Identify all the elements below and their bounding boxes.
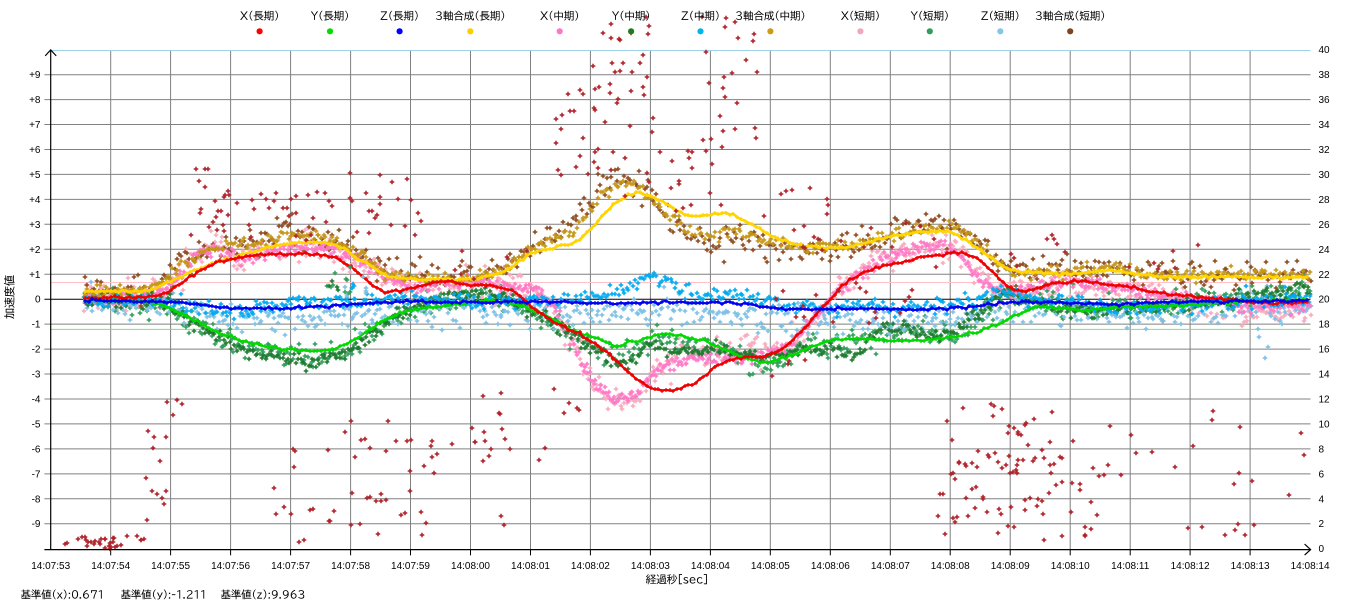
svg-text:14:08:05: 14:08:05 (751, 561, 790, 572)
svg-text:8: 8 (1319, 444, 1325, 455)
svg-text:24: 24 (1319, 245, 1331, 256)
svg-text:14:08:06: 14:08:06 (811, 561, 850, 572)
svg-text:12: 12 (1319, 395, 1331, 406)
svg-text:14:08:02: 14:08:02 (571, 561, 610, 572)
svg-text:+9: +9 (29, 70, 41, 81)
svg-text:20: 20 (1319, 295, 1331, 306)
svg-text:+8: +8 (29, 95, 41, 106)
svg-text:14:07:55: 14:07:55 (151, 561, 190, 572)
svg-text:+7: +7 (29, 120, 41, 131)
svg-text:14:08:11: 14:08:11 (1111, 561, 1150, 572)
svg-text:14:08:01: 14:08:01 (511, 561, 550, 572)
svg-text:0: 0 (1319, 544, 1325, 555)
svg-text:14:08:09: 14:08:09 (991, 561, 1030, 572)
svg-text:+4: +4 (29, 195, 41, 206)
svg-text:16: 16 (1319, 345, 1331, 356)
svg-text:36: 36 (1319, 95, 1331, 106)
svg-text:+5: +5 (29, 170, 41, 181)
svg-text:10: 10 (1319, 419, 1331, 430)
svg-text:14:07:53: 14:07:53 (31, 561, 70, 572)
svg-text:+1: +1 (29, 270, 41, 281)
svg-text:+6: +6 (29, 145, 41, 156)
svg-text:34: 34 (1319, 120, 1331, 131)
svg-text:18: 18 (1319, 320, 1331, 331)
svg-text:-6: -6 (32, 444, 41, 455)
svg-text:14:08:12: 14:08:12 (1171, 561, 1210, 572)
svg-text:-7: -7 (32, 469, 41, 480)
svg-text:-5: -5 (32, 419, 41, 430)
svg-text:6: 6 (1319, 469, 1325, 480)
svg-text:14:08:07: 14:08:07 (871, 561, 910, 572)
svg-text:14:08:13: 14:08:13 (1231, 561, 1270, 572)
svg-text:14:08:04: 14:08:04 (691, 561, 730, 572)
svg-text:+2: +2 (29, 245, 41, 256)
svg-text:14:07:54: 14:07:54 (91, 561, 130, 572)
svg-text:14:08:08: 14:08:08 (931, 561, 970, 572)
svg-text:2: 2 (1319, 519, 1325, 530)
svg-text:14:07:56: 14:07:56 (211, 561, 250, 572)
svg-text:40: 40 (1319, 45, 1331, 56)
svg-text:-9: -9 (32, 519, 41, 530)
svg-text:14:07:58: 14:07:58 (331, 561, 370, 572)
svg-text:-1: -1 (32, 320, 41, 331)
svg-text:14:08:00: 14:08:00 (451, 561, 490, 572)
svg-text:-8: -8 (32, 494, 41, 505)
svg-text:32: 32 (1319, 145, 1331, 156)
svg-text:22: 22 (1319, 270, 1331, 281)
svg-text:0: 0 (35, 295, 41, 306)
svg-text:-4: -4 (32, 395, 41, 406)
svg-text:28: 28 (1319, 195, 1331, 206)
svg-text:+3: +3 (29, 220, 41, 231)
svg-text:-3: -3 (32, 370, 41, 381)
svg-text:38: 38 (1319, 70, 1331, 81)
svg-text:30: 30 (1319, 170, 1331, 181)
svg-text:14:08:14: 14:08:14 (1291, 561, 1330, 572)
svg-text:26: 26 (1319, 220, 1331, 231)
svg-text:4: 4 (1319, 494, 1325, 505)
svg-text:14: 14 (1319, 370, 1331, 381)
svg-text:14:08:03: 14:08:03 (631, 561, 670, 572)
svg-text:-2: -2 (32, 345, 41, 356)
svg-text:14:08:10: 14:08:10 (1051, 561, 1090, 572)
svg-text:14:07:59: 14:07:59 (391, 561, 430, 572)
svg-text:14:07:57: 14:07:57 (271, 561, 310, 572)
